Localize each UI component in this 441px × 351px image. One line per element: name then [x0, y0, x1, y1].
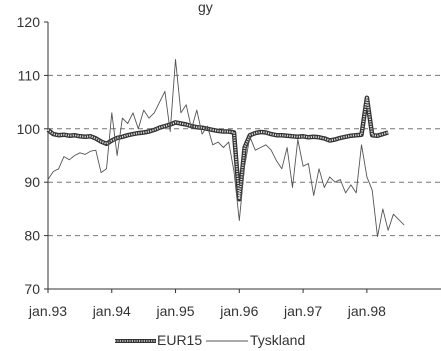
- x-tick-label: jan.96: [219, 303, 258, 319]
- x-tick-label: jan.93: [28, 303, 67, 319]
- series-line: [47, 58, 405, 238]
- x-tick-label: jan.94: [92, 303, 131, 319]
- legend-item-tyskland: Tyskland: [206, 332, 305, 348]
- y-tick-label: 80: [24, 228, 40, 244]
- y-tick-label: 120: [17, 14, 41, 30]
- legend-item-eur15: EUR15: [115, 332, 202, 348]
- y-tick-label: 110: [18, 67, 41, 83]
- y-tick-label: 70: [24, 281, 40, 297]
- series-line-hatch: [47, 96, 389, 201]
- x-tick-label: jan.95: [155, 303, 194, 319]
- legend-label-eur15: EUR15: [157, 332, 202, 348]
- series-line-outer: [46, 95, 389, 202]
- series-eur15: [46, 95, 389, 202]
- legend-label-tyskland: Tyskland: [250, 332, 305, 348]
- y-tick-label: 100: [17, 121, 41, 137]
- chart-title-fragment: gy: [198, 0, 213, 15]
- series-tyskland: [47, 58, 405, 238]
- x-tick-label: jan.97: [283, 303, 322, 319]
- x-tick-label: jan.98: [347, 303, 386, 319]
- y-tick-label: 90: [24, 174, 40, 190]
